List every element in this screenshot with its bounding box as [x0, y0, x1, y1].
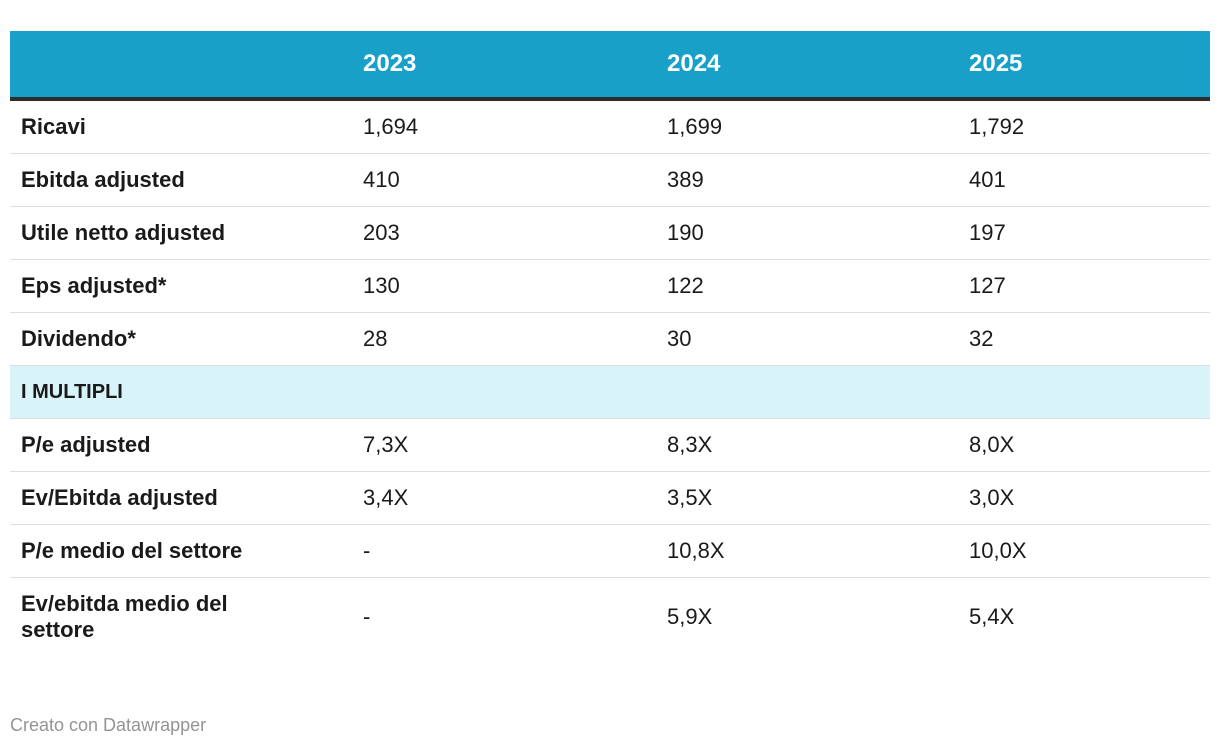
cell-value-2023: 203: [352, 206, 656, 260]
row-label: P/e medio del settore: [10, 524, 352, 578]
table-row: P/e adjusted 7,3X 8,3X 8,0X: [10, 418, 1210, 472]
header-row: 2023 2024 2025: [10, 31, 1210, 101]
cell-value-2024: 30: [656, 312, 958, 366]
cell-value-2024: 5,9X: [667, 604, 713, 629]
table-header: 2023 2024 2025: [10, 31, 1210, 101]
cell-value-2023: 410: [352, 153, 656, 207]
cell-value-2023: 1,694: [352, 99, 656, 154]
cell-value-2024: 122: [656, 259, 958, 313]
section-header-row: I MULTIPLI: [10, 365, 1210, 419]
header-year-2023: 2023: [352, 31, 656, 101]
cell-value-2024: 8,3X: [656, 418, 958, 472]
header-year-2025: 2025: [958, 31, 1210, 101]
row-label: Eps adjusted*: [10, 259, 352, 313]
cell-value-2023: -: [363, 604, 371, 629]
row-label: Dividendo*: [10, 312, 352, 366]
row-label: Ev/Ebitda adjusted: [10, 471, 352, 525]
header-corner-cell: [10, 31, 352, 101]
table-row: Ebitda adjusted 410 389 401: [10, 153, 1210, 207]
table-body: Ricavi 1,694 1,699 1,792 Ebitda adjusted…: [10, 99, 1210, 656]
header-year-2024: 2024: [656, 31, 958, 101]
cell-value-2025: 32: [958, 312, 1210, 366]
row-label: Ebitda adjusted: [10, 153, 352, 207]
cell-value-2025: 5,4X: [969, 604, 1015, 629]
section-label: I MULTIPLI: [10, 365, 1210, 419]
cell-value-2025: 3,0X: [958, 471, 1210, 525]
cell-value-2025: 127: [958, 259, 1210, 313]
row-label: Utile netto adjusted: [10, 206, 352, 260]
table-row: Dividendo* 28 30 32: [10, 312, 1210, 366]
table-row: Ev/Ebitda adjusted 3,4X 3,5X 3,0X: [10, 471, 1210, 525]
table-row: P/e medio del settore - 10,8X 10,0X: [10, 524, 1210, 578]
table-row: Eps adjusted* 130 122 127: [10, 259, 1210, 313]
row-label: Ev/ebitda medio del settore: [21, 591, 228, 642]
cell-value-2023: 7,3X: [352, 418, 656, 472]
cell-value-2023: 3,4X: [352, 471, 656, 525]
cell-value-2025: 8,0X: [958, 418, 1210, 472]
cell-value-2024: 389: [656, 153, 958, 207]
financial-metrics-table: 2023 2024 2025 Ricavi 1,694 1,699 1,792 …: [10, 31, 1210, 656]
table-row: Utile netto adjusted 203 190 197: [10, 206, 1210, 260]
row-label: P/e adjusted: [10, 418, 352, 472]
cell-value-2025: 1,792: [958, 99, 1210, 154]
cell-value-2024: 1,699: [656, 99, 958, 154]
table-row: Ricavi 1,694 1,699 1,792: [10, 99, 1210, 154]
cell-value-2023: -: [352, 524, 656, 578]
cell-value-2024: 10,8X: [656, 524, 958, 578]
cell-value-2025: 10,0X: [958, 524, 1210, 578]
cell-value-2025: 401: [958, 153, 1210, 207]
cell-value-2024: 190: [656, 206, 958, 260]
cell-value-2025: 197: [958, 206, 1210, 260]
table-row: Ev/ebitda medio del settore - 5,9X 5,4X: [10, 578, 1210, 657]
cell-value-2023: 28: [352, 312, 656, 366]
cell-value-2023: 130: [352, 259, 656, 313]
datawrapper-credit-link[interactable]: Creato con Datawrapper: [10, 715, 207, 735]
cell-value-2024: 3,5X: [656, 471, 958, 525]
row-label: Ricavi: [10, 99, 352, 154]
